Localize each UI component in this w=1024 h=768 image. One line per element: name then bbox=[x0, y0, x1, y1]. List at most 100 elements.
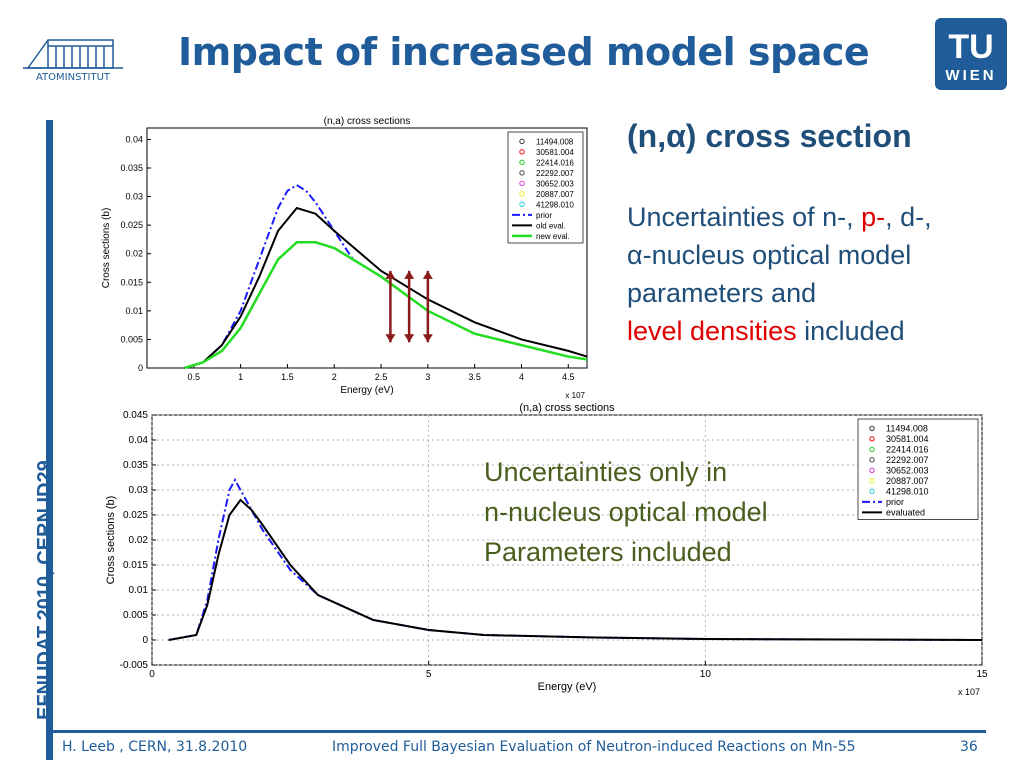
legend-marker bbox=[869, 478, 875, 484]
arrow-head bbox=[404, 334, 415, 343]
x-axis-label: Energy (eV) bbox=[340, 385, 393, 396]
y-tick-label: 0.015 bbox=[120, 277, 143, 287]
wien-logo-text: WIEN bbox=[945, 67, 996, 84]
legend-marker bbox=[869, 467, 875, 474]
rt-line1c: , d-, bbox=[885, 202, 932, 232]
y-tick-label: 0.025 bbox=[123, 510, 148, 521]
x-tick-label: 5 bbox=[426, 669, 432, 680]
legend-marker bbox=[519, 149, 525, 155]
logo-left-text: ATOMINSTITUT bbox=[35, 72, 111, 83]
legend-label: 41298.010 bbox=[536, 200, 574, 209]
legend-label: 22414.016 bbox=[886, 444, 929, 454]
legend-label: 20887.007 bbox=[886, 476, 929, 486]
y-axis-label: Cross sections (b) bbox=[101, 208, 112, 289]
x-tick-label: 15 bbox=[976, 669, 988, 680]
legend-marker bbox=[519, 138, 525, 145]
x-tick-label: 4 bbox=[519, 372, 524, 382]
right-heading: (n,α) cross section bbox=[627, 118, 912, 154]
legend-marker bbox=[869, 488, 875, 495]
legend-marker bbox=[519, 170, 525, 176]
legend-label: 11494.008 bbox=[536, 137, 574, 146]
rt-line2: α-nucleus optical model bbox=[627, 240, 912, 270]
y-tick-label: 0.02 bbox=[129, 535, 149, 546]
y-tick-label: 0 bbox=[142, 635, 148, 646]
chart-title: (n,a) cross sections bbox=[324, 116, 411, 127]
rt-line3: parameters and bbox=[627, 278, 817, 308]
legend-label: 11494.008 bbox=[886, 423, 928, 433]
x-axis-label: Energy (eV) bbox=[538, 681, 597, 693]
x-multiplier: x 107 bbox=[565, 391, 585, 400]
y-tick-label: 0.04 bbox=[125, 134, 143, 144]
x-tick-label: 1 bbox=[238, 372, 243, 382]
chart-top: 0 0.005 0.01 0.015 0.02 0.025 0.03 0.035 0.04 0.5… bbox=[101, 116, 588, 400]
tu-logo-text: TU bbox=[948, 28, 993, 66]
chart-title: (n,a) cross sections bbox=[519, 402, 615, 414]
vertical-conference-label: EFNUDAT 2010, CERN ID29 bbox=[34, 460, 56, 720]
legend-label: evaluated bbox=[886, 507, 925, 517]
arrow-head bbox=[385, 270, 396, 279]
arrow-head bbox=[422, 270, 433, 279]
legend-marker bbox=[519, 191, 525, 197]
legend-marker bbox=[519, 180, 525, 187]
arrow-head bbox=[404, 270, 415, 279]
legend-marker bbox=[869, 457, 875, 463]
y-tick-label: 0.02 bbox=[125, 249, 143, 259]
arrow-head bbox=[385, 334, 396, 343]
x-tick-label: 3.5 bbox=[468, 372, 481, 382]
legend-marker bbox=[519, 159, 525, 166]
tu-wien-logo: TU WIEN bbox=[935, 18, 1007, 90]
x-tick-label: 4.5 bbox=[562, 372, 575, 382]
mid-line3: Parameters included bbox=[484, 537, 732, 567]
legend-label: 22292.007 bbox=[886, 455, 929, 465]
y-tick-label: 0.03 bbox=[125, 192, 143, 202]
legend-label: 30581.004 bbox=[536, 148, 574, 157]
building-icon bbox=[23, 39, 123, 69]
legend-marker bbox=[869, 446, 875, 453]
y-tick-label: 0.035 bbox=[123, 460, 148, 471]
legend-label: 30581.004 bbox=[886, 434, 929, 444]
legend-label: 30652.003 bbox=[536, 179, 574, 188]
legend-label: 22292.007 bbox=[536, 169, 574, 178]
legend-label: 30652.003 bbox=[886, 465, 929, 475]
y-tick-label: -0.005 bbox=[120, 660, 149, 671]
legend-label: 41298.010 bbox=[886, 486, 929, 496]
mid-line1: Uncertainties only in bbox=[484, 457, 728, 487]
footer-left: H. Leeb , CERN, 31.8.2010 bbox=[62, 739, 248, 755]
atominstitut-logo: ATOMINSTITUT bbox=[18, 28, 128, 90]
rt-line1b: p- bbox=[861, 202, 886, 232]
legend-label: new eval. bbox=[536, 232, 570, 241]
y-tick-label: 0.01 bbox=[129, 585, 149, 596]
y-tick-label: 0.01 bbox=[125, 306, 143, 316]
footer-rule bbox=[46, 730, 986, 733]
footer-page-number: 36 bbox=[960, 739, 978, 755]
y-axis-label: Cross sections (b) bbox=[105, 496, 117, 585]
legend-label: 22414.016 bbox=[536, 158, 574, 167]
series-line-neweval bbox=[184, 241, 588, 370]
series-line-evaluated bbox=[168, 498, 983, 641]
legend-marker bbox=[869, 436, 875, 442]
right-body: Uncertainties of n-, p-, d-, α-nucleus o… bbox=[627, 198, 1007, 350]
y-tick-label: 0.03 bbox=[129, 485, 149, 496]
legend-label: old eval. bbox=[536, 221, 566, 230]
x-tick-label: 2.5 bbox=[375, 372, 388, 382]
legend-marker bbox=[869, 425, 875, 432]
y-tick-label: 0.005 bbox=[120, 334, 143, 344]
chart-bottom: -0.00500.0050.010.0150.020.0250.030.0350… bbox=[105, 402, 988, 695]
vertical-accent-bar bbox=[46, 120, 53, 760]
y-tick-label: 0.025 bbox=[120, 220, 143, 230]
y-tick-label: 0.04 bbox=[129, 435, 149, 446]
arrow-head bbox=[422, 334, 433, 343]
rt-line4a: level densities bbox=[627, 316, 797, 346]
x-tick-label: 10 bbox=[700, 669, 712, 680]
y-tick-label: 0.015 bbox=[123, 560, 148, 571]
x-multiplier: x 107 bbox=[958, 687, 980, 695]
y-tick-label: 0 bbox=[138, 363, 143, 373]
mid-line2: n-nucleus optical model bbox=[484, 497, 768, 527]
middle-text: Uncertainties only in n-nucleus optical … bbox=[484, 452, 768, 572]
legend-marker bbox=[519, 201, 525, 208]
legend-label: prior bbox=[886, 497, 904, 507]
rt-line4b: included bbox=[796, 316, 905, 346]
legend-label: 20887.007 bbox=[536, 190, 574, 199]
y-tick-label: 0.035 bbox=[120, 163, 143, 173]
footer-center: Improved Full Bayesian Evaluation of Neu… bbox=[332, 739, 856, 755]
